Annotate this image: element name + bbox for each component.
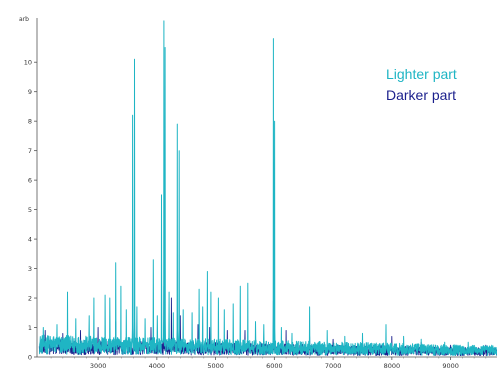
y-tick-label: 8 <box>28 117 32 125</box>
y-unit-label: arb <box>19 16 29 23</box>
x-tick-label: 3000 <box>90 362 107 370</box>
y-tick-label: 1 <box>28 324 32 332</box>
x-tick-label: 4000 <box>149 362 166 370</box>
x-tick-label: 6000 <box>266 362 283 370</box>
axis-layer: 0 1 2 3 4 5 6 7 8 9 10 3000 4000 5000 6000 7000 8000 9000 <box>24 18 497 370</box>
y-tick-label: 10 <box>24 59 32 67</box>
x-tick-label: 9000 <box>442 362 459 370</box>
series-layer <box>38 20 497 357</box>
x-tick-label: 7000 <box>325 362 342 370</box>
series-line-lighter-part <box>39 20 497 356</box>
x-tick-label: 5000 <box>207 362 224 370</box>
y-tick-label: 7 <box>28 147 32 155</box>
y-tick-label: 3 <box>28 265 32 273</box>
y-tick-label: 2 <box>28 294 32 302</box>
x-tick-label: 8000 <box>384 362 401 370</box>
y-tick-label: 6 <box>28 176 32 184</box>
legend: Lighter part Darker part <box>386 66 457 103</box>
y-tick-label: 5 <box>28 206 32 214</box>
legend-entry-darker-part: Darker part <box>386 87 456 103</box>
y-tick-label: 0 <box>28 353 32 361</box>
legend-entry-lighter-part: Lighter part <box>386 66 457 82</box>
y-tick-label: 9 <box>28 88 32 96</box>
y-tick-label: 4 <box>28 235 32 243</box>
